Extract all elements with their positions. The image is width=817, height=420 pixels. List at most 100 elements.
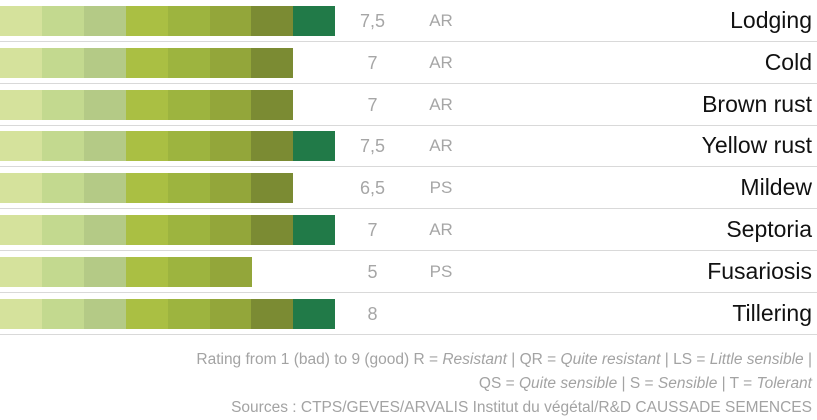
bar-segment xyxy=(209,47,252,78)
bar-segment xyxy=(251,89,294,120)
rating-value: 7 xyxy=(367,94,378,115)
bar-segment xyxy=(41,173,84,204)
bar-segment xyxy=(209,173,252,204)
resistance-code: AR xyxy=(429,52,453,72)
bar-segment xyxy=(41,256,84,287)
rating-value: 7 xyxy=(367,52,378,73)
bar-segment xyxy=(83,298,126,329)
rating-value: 7,5 xyxy=(359,136,386,157)
bar-segment xyxy=(41,47,84,78)
rating-row: 7 AR Cold xyxy=(0,42,817,84)
rating-value: 6,5 xyxy=(359,178,386,199)
bar-segment xyxy=(167,298,210,329)
legend-text: Little sensible xyxy=(709,351,804,368)
row-label: Lodging xyxy=(730,7,812,33)
bar-segment xyxy=(41,6,84,36)
rating-row: 7,5 AR Yellow rust xyxy=(0,125,817,168)
bar-segment xyxy=(125,6,168,36)
rating-row: 8 Tillering xyxy=(0,293,817,335)
bar-segment xyxy=(251,173,294,204)
row-label: Fusariosis xyxy=(707,257,812,284)
bar-segment xyxy=(0,215,42,245)
bar-segment xyxy=(83,6,126,36)
bar-segment xyxy=(209,6,252,36)
legend-text: Sources : CTPS/GEVES/ARVALIS Institut du… xyxy=(231,399,812,416)
legend-text: Rating from 1 (bad) to 9 (good) R = xyxy=(196,351,443,368)
legend-text: | xyxy=(803,351,812,368)
row-label: Cold xyxy=(764,48,812,75)
bar-segment xyxy=(293,298,336,329)
bar-segment xyxy=(251,215,294,245)
resistance-code: AR xyxy=(429,94,453,114)
bar-segment xyxy=(41,131,84,162)
bar-segment xyxy=(0,298,42,329)
bar-segment xyxy=(209,298,252,329)
legend-text: Tolerant xyxy=(756,375,812,392)
bar-segment xyxy=(167,256,210,287)
bar-segment xyxy=(0,131,42,162)
rating-row: 7 AR Septoria xyxy=(0,209,817,251)
bar-segment xyxy=(125,215,168,245)
bar-segment xyxy=(167,47,210,78)
bar-segment xyxy=(83,131,126,162)
bar-segment xyxy=(0,47,42,78)
bar-segment xyxy=(0,256,42,287)
bar-segment xyxy=(41,215,84,245)
bar-segment xyxy=(251,6,294,36)
legend-line: Rating from 1 (bad) to 9 (good) R = Resi… xyxy=(196,348,812,372)
resistance-code: PS xyxy=(429,178,453,198)
rating-row: 7 AR Brown rust xyxy=(0,84,817,126)
bar-segment xyxy=(293,131,336,162)
bar-segment xyxy=(209,256,252,287)
row-label: Septoria xyxy=(726,216,812,242)
resistance-code: PS xyxy=(429,261,453,281)
bar-segment xyxy=(251,131,294,162)
legend-text: Sensible xyxy=(657,375,718,392)
bar-segment xyxy=(251,298,294,329)
legend-text: | QR = xyxy=(506,351,561,368)
bar-segment xyxy=(167,215,210,245)
rating-value: 8 xyxy=(367,303,378,324)
legend-text: | S = xyxy=(617,375,658,392)
bar-segment xyxy=(125,256,168,287)
row-label: Mildew xyxy=(740,174,812,201)
bar-segment xyxy=(83,256,126,287)
resistance-code: AR xyxy=(429,220,453,239)
legend-text: Quite sensible xyxy=(518,375,618,392)
bar-segment xyxy=(83,173,126,204)
bar-segment xyxy=(167,6,210,36)
rating-value: 7 xyxy=(367,220,378,240)
legend-text: | T = xyxy=(717,375,757,392)
legend-line: Sources : CTPS/GEVES/ARVALIS Institut du… xyxy=(196,396,812,420)
bar-segment xyxy=(0,6,42,36)
bar-segment xyxy=(209,215,252,245)
resistance-code: AR xyxy=(429,11,453,30)
legend: Rating from 1 (bad) to 9 (good) R = Resi… xyxy=(196,348,812,420)
row-label: Tillering xyxy=(732,299,812,326)
legend-text: Quite resistant xyxy=(560,351,661,368)
rating-row: 5 PS Fusariosis xyxy=(0,251,817,293)
bar-segment xyxy=(83,47,126,78)
bar-segment xyxy=(0,173,42,204)
bar-segment xyxy=(293,215,336,245)
bar-segment xyxy=(167,131,210,162)
legend-line: QS = Quite sensible | S = Sensible | T =… xyxy=(196,372,812,396)
resistance-code: AR xyxy=(429,136,453,156)
legend-text: Resistant xyxy=(442,351,507,368)
bar-segment xyxy=(251,47,294,78)
rating-row: 6,5 PS Mildew xyxy=(0,167,817,210)
bar-segment xyxy=(167,89,210,120)
bar-segment xyxy=(41,89,84,120)
bar-segment xyxy=(83,89,126,120)
rating-row: 7,5 AR Lodging xyxy=(0,0,817,42)
row-label: Yellow rust xyxy=(701,132,812,159)
bar-segment xyxy=(125,131,168,162)
legend-text: QS = xyxy=(478,375,519,392)
bar-segment xyxy=(125,298,168,329)
bar-segment xyxy=(209,89,252,120)
rating-value: 5 xyxy=(367,261,378,282)
legend-text: | LS = xyxy=(660,351,710,368)
row-label: Brown rust xyxy=(702,90,812,117)
bar-segment xyxy=(125,47,168,78)
